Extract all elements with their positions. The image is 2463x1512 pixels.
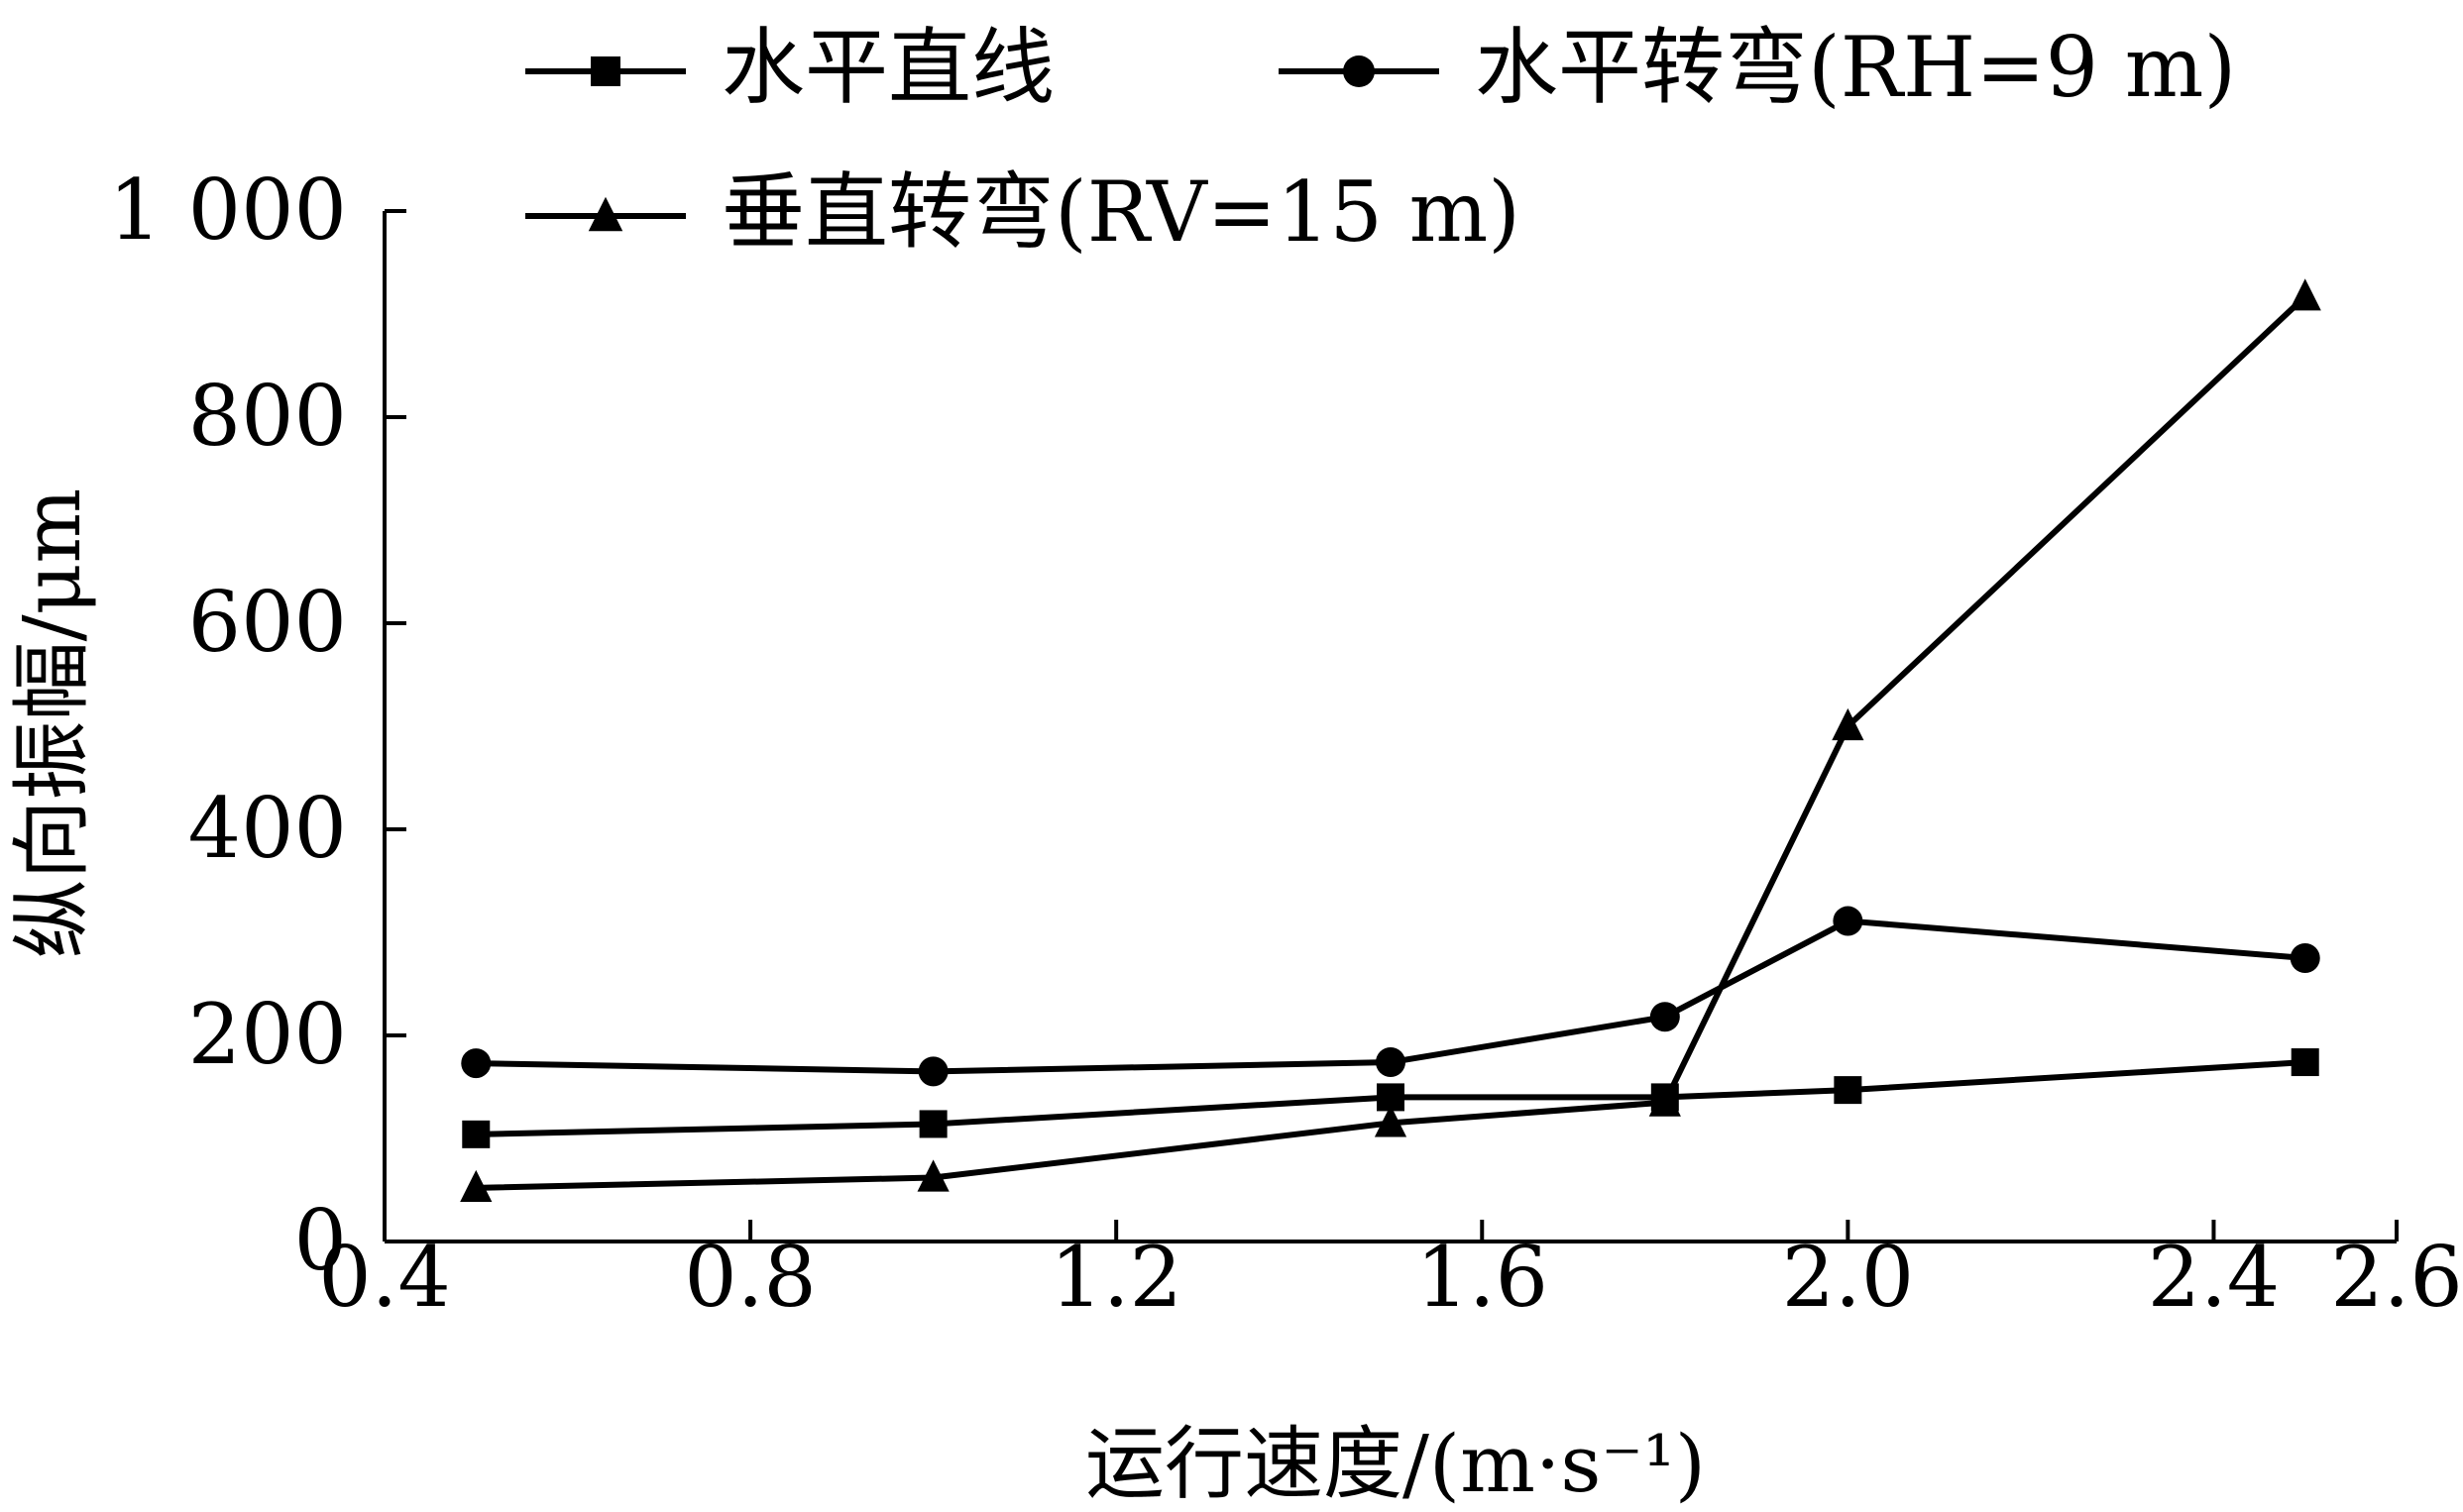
square-marker	[1834, 1076, 1862, 1105]
legend: 水平直线 水平转弯(RH=9 m) 垂直转弯(RV=15 m)	[525, 19, 2236, 261]
legend-label: 水平直线	[722, 19, 1055, 116]
x-tick-label: 0.4	[318, 1229, 451, 1326]
series-2	[461, 906, 2320, 1087]
circle-marker	[1343, 55, 1375, 87]
x-tick-label: 0.8	[684, 1229, 817, 1326]
x-tick-label: 1.6	[1415, 1229, 1548, 1326]
legend-item-1: 水平直线	[525, 19, 1055, 116]
triangle-marker	[1832, 707, 1864, 741]
triangle-marker	[1648, 1084, 1681, 1117]
triangle-marker	[588, 196, 623, 232]
circle-marker	[1649, 1002, 1680, 1032]
x-ticks: 0.4 0.8 1.2 1.6 2.0 2.4 2.6	[318, 1220, 2463, 1326]
axes	[383, 211, 2397, 1243]
triangle-marker	[2289, 278, 2321, 311]
y-tick-label: 200	[188, 986, 347, 1083]
series-3	[460, 278, 2321, 1203]
triangle-marker	[917, 1159, 950, 1192]
square-marker	[2291, 1048, 2319, 1077]
square-marker	[591, 56, 620, 86]
triangle-marker	[1374, 1105, 1407, 1137]
legend-item-2: 水平转弯(RH=9 m)	[1279, 19, 2236, 116]
legend-label: 水平转弯(RH=9 m)	[1475, 19, 2236, 116]
circle-marker	[2290, 943, 2320, 973]
x-axis-label: 运行速度/(m·s⁻¹)	[1085, 1418, 1706, 1510]
x-tick-label: 1.2	[1050, 1229, 1182, 1326]
circle-marker	[461, 1048, 492, 1079]
circle-marker	[918, 1056, 949, 1087]
y-tick-label: 0	[294, 1192, 347, 1289]
square-marker	[919, 1110, 948, 1138]
x-tick-label: 2.0	[1782, 1229, 1915, 1326]
triangle-marker	[460, 1169, 493, 1203]
series-line	[476, 918, 2305, 1075]
y-tick-label: 400	[188, 780, 347, 877]
series-line	[476, 1059, 2305, 1137]
circle-marker	[1833, 906, 1863, 936]
y-tick-label: 1 000	[109, 162, 347, 259]
square-marker	[462, 1120, 491, 1148]
series-line	[476, 294, 2307, 1191]
x-tick-label: 2.4	[2148, 1229, 2281, 1326]
legend-item-3: 垂直转弯(RV=15 m)	[525, 163, 1520, 261]
y-axis-label: 纵向振幅/μm	[6, 488, 98, 959]
legend-label: 垂直转弯(RV=15 m)	[722, 163, 1520, 261]
x-tick-label: 2.6	[2330, 1229, 2463, 1326]
circle-marker	[1376, 1047, 1405, 1078]
series-layer	[460, 278, 2321, 1203]
y-tick-label: 600	[188, 574, 347, 671]
y-ticks: 0 200 400 600 800 1 000	[109, 162, 406, 1289]
y-tick-label: 800	[188, 368, 347, 465]
